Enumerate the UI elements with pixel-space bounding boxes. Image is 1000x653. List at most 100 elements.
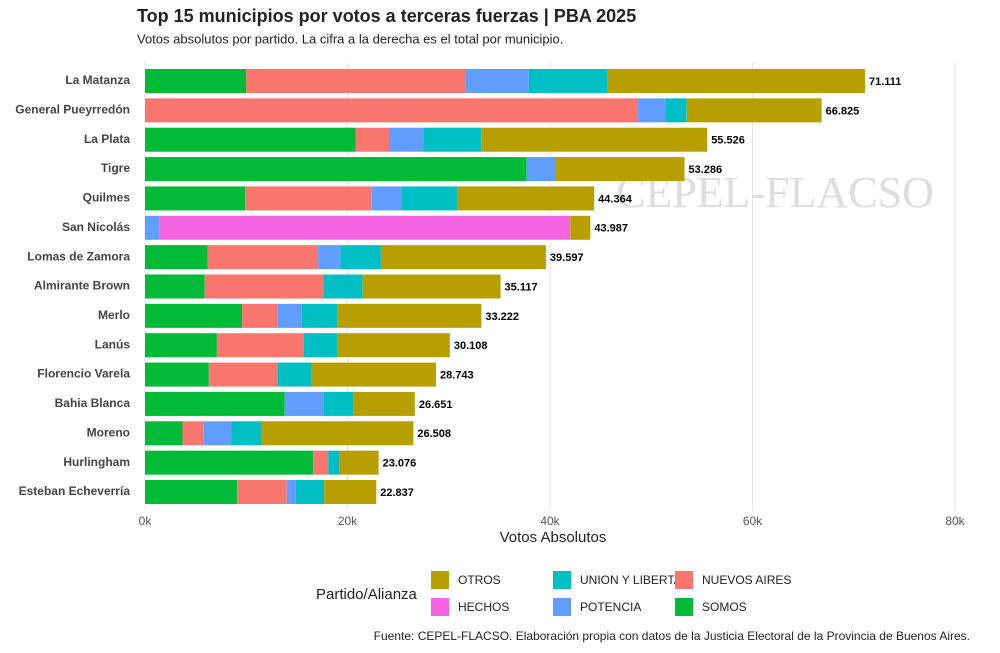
legend-swatch (675, 598, 693, 616)
legend-label: SOMOS (702, 600, 747, 614)
x-tick-label: 60k (743, 514, 763, 528)
x-tick-label: 40k (540, 514, 560, 528)
bar-segment (145, 450, 314, 475)
bar-segment (295, 480, 325, 504)
bar-segment (286, 480, 296, 504)
bar-segment (145, 274, 205, 299)
y-tick-label: Lanús (95, 337, 131, 351)
bar-segment (182, 421, 204, 446)
y-tick-label: La Matanza (65, 73, 130, 87)
bar-segment (389, 127, 424, 152)
bar-segment (362, 274, 501, 299)
bar-segment (337, 303, 482, 328)
bar-segment (340, 245, 381, 270)
total-label: 44.364 (598, 193, 633, 205)
x-tick-label: 80k (945, 514, 965, 528)
bar-segment (318, 245, 341, 270)
bar-segment (401, 186, 458, 211)
y-tick-label: Moreno (87, 425, 130, 439)
bar-segment (145, 362, 209, 387)
bar-segment (380, 245, 546, 270)
bar-segment (277, 362, 312, 387)
total-label: 26.508 (417, 428, 451, 440)
y-tick-label: Esteban Echeverría (19, 484, 131, 498)
source-note: Fuente: CEPEL-FLACSO. Elaboración propia… (374, 629, 970, 643)
bar-segment (145, 303, 243, 328)
y-tick-label: Hurlingham (63, 455, 130, 469)
bar-segment (145, 69, 247, 93)
bar-segment (145, 421, 183, 446)
bar-segment (324, 480, 377, 504)
legend-title: Partido/Alianza (316, 586, 418, 603)
total-label: 53.286 (689, 164, 723, 176)
bar-segment (481, 127, 708, 152)
x-tick-label: 0k (139, 514, 153, 528)
legend-swatch (675, 571, 693, 589)
x-tick-label: 20k (338, 514, 358, 528)
bar-segment (159, 215, 571, 240)
total-label: 55.526 (711, 135, 745, 147)
bar-segment (371, 186, 402, 211)
bar-segment (570, 215, 591, 240)
bar-segment (339, 450, 379, 475)
chart-subtitle: Votos absolutos por partido. La cifra a … (137, 31, 563, 46)
bar-segment (237, 480, 287, 504)
total-label: 26.651 (419, 399, 453, 411)
bar-segment (203, 421, 232, 446)
legend-label: HECHOS (458, 600, 509, 614)
bar-segment (145, 391, 285, 416)
bar-segment (145, 215, 160, 240)
y-tick-label: Florencio Varela (37, 367, 130, 381)
y-tick-label: Almirante Brown (34, 279, 130, 293)
bar-segment (207, 245, 319, 270)
bar-segment (555, 157, 685, 182)
y-tick-label: Merlo (98, 308, 130, 322)
legend-label: OTROS (458, 573, 501, 587)
bar-segment (145, 186, 246, 211)
total-label: 23.076 (383, 458, 417, 470)
total-label: 39.597 (550, 252, 584, 264)
bar-segment (465, 69, 529, 93)
bar-segment (261, 421, 414, 446)
bar-segment (686, 98, 822, 123)
bar-segment (145, 157, 527, 182)
bar-segment (323, 391, 354, 416)
bar-segment (303, 333, 338, 358)
bar-segment (337, 333, 450, 358)
y-tick-label: Lomas de Zamora (27, 249, 130, 263)
total-label: 66.825 (826, 105, 860, 117)
bar-segment (313, 450, 329, 475)
bar-segment (145, 127, 356, 152)
bar-segment (245, 186, 372, 211)
bar-segment (242, 303, 278, 328)
bar-segment (246, 69, 466, 93)
bar-segment (355, 127, 390, 152)
y-tick-label: La Plata (84, 132, 130, 146)
bar-segment (277, 303, 302, 328)
bar-segment (231, 421, 262, 446)
bar-segment (528, 69, 608, 93)
legend-label: NUEVOS AIRES (702, 573, 791, 587)
bar-segment (423, 127, 482, 152)
bar-segment (638, 98, 666, 123)
total-label: 43.987 (594, 223, 628, 235)
bar-segment (457, 186, 595, 211)
total-label: 71.111 (869, 76, 901, 88)
bar-segment (311, 362, 437, 387)
bar-segment (665, 98, 687, 123)
x-axis-title: Votos Absolutos (500, 529, 607, 546)
y-tick-label: Quilmes (83, 191, 131, 205)
total-label: 35.117 (505, 281, 538, 293)
total-label: 33.222 (485, 311, 519, 323)
total-label: 28.743 (440, 369, 474, 381)
legend-label: POTENCIA (580, 600, 641, 614)
bar-segment (145, 98, 639, 123)
legend-swatch (553, 598, 571, 616)
bar-segment (353, 391, 415, 416)
bar-segment (323, 274, 363, 299)
bar-segment (526, 157, 556, 182)
y-tick-label: Bahia Blanca (55, 396, 131, 410)
bar-segment (301, 303, 338, 328)
bar-segment (607, 69, 865, 93)
